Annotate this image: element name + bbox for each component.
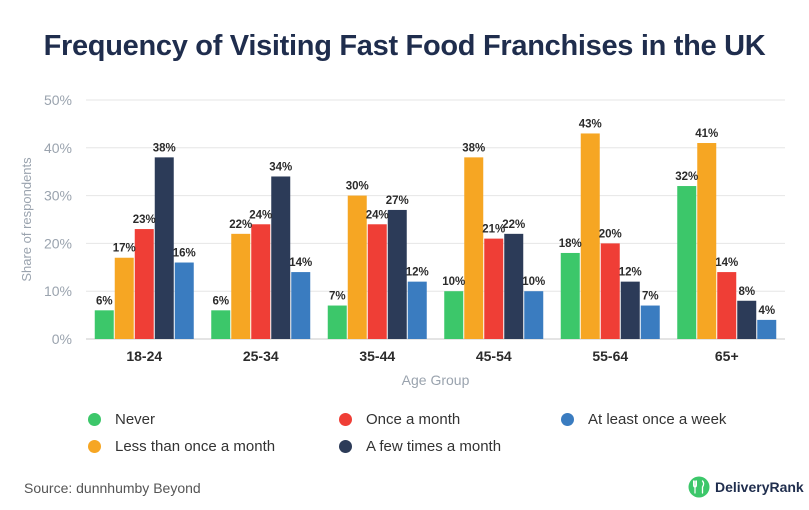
data-label: 7% — [329, 291, 346, 303]
legend-swatch-week — [561, 413, 574, 426]
data-label: 12% — [619, 267, 642, 279]
legend-label-never: Never — [115, 411, 156, 428]
data-label: 22% — [229, 219, 252, 231]
data-label: 27% — [386, 195, 409, 207]
bar-few-18-24 — [154, 157, 174, 339]
data-label: 18% — [559, 238, 582, 250]
data-label: 6% — [96, 295, 113, 307]
bar-never-55-64 — [560, 252, 580, 339]
x-tick-label: 18-24 — [126, 348, 162, 364]
y-tick-label: 40% — [44, 140, 72, 156]
source-note: Source: dunnhumby Beyond — [24, 480, 201, 496]
bar-week-55-64 — [640, 305, 660, 339]
x-tick-label: 55-64 — [592, 348, 628, 364]
legend-item-at-least-once-a-week: At least once a week — [561, 411, 726, 428]
bar-week-65+ — [757, 319, 777, 339]
bar-week-25-34 — [291, 272, 311, 339]
data-label: 43% — [579, 118, 602, 130]
bar-less-18-24 — [114, 257, 134, 339]
data-label: 21% — [482, 224, 505, 236]
data-label: 41% — [695, 128, 718, 140]
data-label: 10% — [522, 276, 545, 288]
bar-never-25-34 — [211, 310, 231, 339]
bar-chart: 0% 10% 20% 30% 40% 50% Share of respondents 6% 1… — [19, 92, 785, 388]
bar-few-65+ — [737, 300, 757, 339]
bar-few-55-64 — [620, 281, 640, 339]
bar-few-25-34 — [271, 176, 291, 339]
legend-swatch-few — [339, 440, 352, 453]
data-label: 8% — [738, 286, 755, 298]
bar-less-45-54 — [464, 157, 484, 339]
data-label: 6% — [212, 295, 229, 307]
x-tick-label: 45-54 — [476, 348, 512, 364]
legend-item-a-few-times-a-month: A few times a month — [339, 438, 501, 455]
legend-swatch-never — [88, 413, 101, 426]
bar-less-55-64 — [580, 133, 600, 339]
data-label: 24% — [249, 209, 272, 221]
data-label: 22% — [502, 219, 525, 231]
data-label: 38% — [462, 142, 485, 154]
bar-less-65+ — [697, 143, 717, 339]
bar-less-35-44 — [347, 195, 367, 339]
legend-swatch-less — [88, 440, 101, 453]
legend-item-once-a-month: Once a month — [339, 411, 460, 428]
data-label: 10% — [442, 276, 465, 288]
y-tick-label: 30% — [44, 188, 72, 204]
bar-never-18-24 — [94, 310, 114, 339]
x-axis-label: Age Group — [402, 372, 470, 388]
bar-never-65+ — [677, 186, 697, 339]
bar-week-45-54 — [524, 291, 544, 339]
bar-once-35-44 — [367, 224, 387, 339]
chart-title: Frequency of Visiting Fast Food Franchis… — [43, 30, 766, 62]
data-label: 24% — [366, 209, 389, 221]
bar-never-35-44 — [327, 305, 347, 339]
x-tick-label: 25-34 — [243, 348, 279, 364]
deliveryrank-icon — [688, 476, 710, 498]
data-label: 38% — [153, 142, 176, 154]
y-tick-label: 0% — [52, 331, 72, 347]
bar-never-45-54 — [444, 291, 464, 339]
bar-few-35-44 — [387, 209, 407, 339]
data-label: 7% — [642, 291, 659, 303]
bar-once-18-24 — [134, 229, 154, 339]
data-label: 16% — [173, 248, 196, 260]
bar-week-35-44 — [407, 281, 427, 339]
data-label: 14% — [715, 257, 738, 269]
bar-less-25-34 — [231, 233, 251, 339]
data-label: 12% — [406, 267, 429, 279]
bar-once-25-34 — [251, 224, 271, 339]
legend-item-less-than-once-a-month: Less than once a month — [88, 438, 275, 455]
bar-once-45-54 — [484, 238, 504, 339]
bar-once-65+ — [717, 272, 737, 339]
legend-swatch-once — [339, 413, 352, 426]
data-label: 4% — [758, 305, 775, 317]
x-tick-label: 65+ — [715, 348, 739, 364]
legend-item-never: Never — [88, 411, 155, 428]
legend-label-less: Less than once a month — [115, 438, 276, 455]
y-tick-label: 50% — [44, 92, 72, 108]
bar-week-18-24 — [174, 262, 194, 339]
bar-once-55-64 — [600, 243, 620, 339]
data-label: 23% — [133, 214, 156, 226]
y-axis-label: Share of respondents — [19, 157, 34, 282]
data-label: 14% — [289, 257, 312, 269]
brand-name: DeliveryRank — [715, 479, 804, 495]
y-tick-label: 10% — [44, 283, 72, 299]
deliveryrank-logo[interactable]: DeliveryRank — [688, 476, 804, 498]
data-label: 30% — [346, 181, 369, 193]
data-label: 17% — [113, 243, 136, 255]
data-label: 32% — [675, 171, 698, 183]
legend-label-few: A few times a month — [366, 438, 502, 455]
y-tick-label: 20% — [44, 235, 72, 251]
legend-label-week: At least once a week — [588, 411, 727, 428]
legend-label-once: Once a month — [366, 411, 461, 428]
bar-few-45-54 — [504, 233, 524, 339]
data-label: 34% — [269, 161, 292, 173]
data-label: 20% — [599, 228, 622, 240]
x-tick-label: 35-44 — [359, 348, 395, 364]
